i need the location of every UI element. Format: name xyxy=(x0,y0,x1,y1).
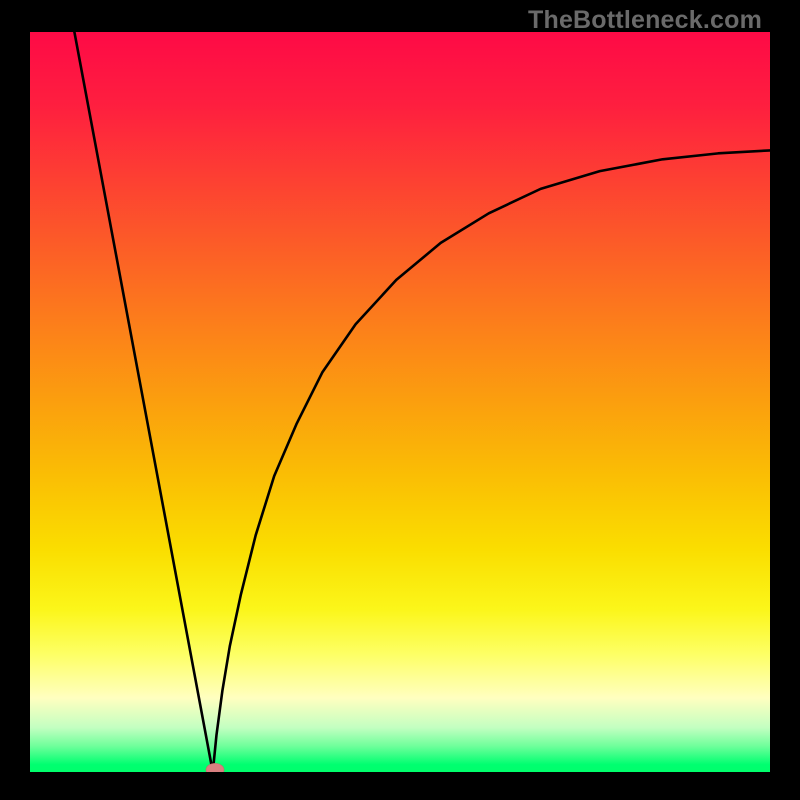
watermark-text: TheBottleneck.com xyxy=(528,6,762,35)
plot-frame xyxy=(30,32,770,772)
